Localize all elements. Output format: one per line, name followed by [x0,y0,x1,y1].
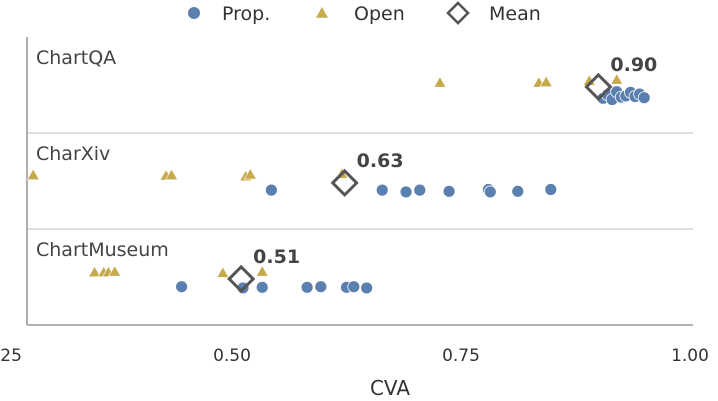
legend: Prop. Open Mean [188,1,541,25]
x-tick-label: 0.25 [0,346,22,366]
axes-layer: 0.25 0.50 0.75 1.00 CVA [0,37,709,400]
mean-label: 0.51 [253,246,300,268]
prop-point [175,280,189,294]
prop-point [544,183,558,196]
prop-point [360,281,374,295]
labels-layer: ChartQA 0.90 CharXiv 0.63 ChartMuseum 0.51 [36,47,657,268]
prop-point [314,280,328,294]
open-point [433,76,447,88]
prop-point [637,91,651,105]
open-point [539,75,553,87]
legend-mean-marker [446,1,470,25]
open-point [26,168,40,180]
legend-label: Mean [489,3,541,25]
mean-marker [584,72,613,102]
row-label: ChartQA [36,47,116,69]
prop-point [255,280,269,294]
prop-point [375,183,389,197]
open-point [165,168,179,180]
legend-label: Prop. [222,3,270,25]
prop-point [483,185,497,199]
open-point [610,73,624,85]
x-tick-label: 1.00 [671,346,709,366]
mean-label: 0.90 [610,54,657,76]
prop-point [347,280,361,294]
prop-point [413,183,427,197]
row-label: CharXiv [36,143,110,165]
prop-point [399,185,413,199]
prop-point [511,184,525,198]
grid-layer [27,132,693,230]
prop-point [264,183,278,197]
open-point [255,265,269,277]
legend-prop-marker [188,7,200,19]
points-layer [26,72,651,295]
open-point [243,167,257,180]
mean-marker [227,264,256,294]
open-point [88,265,102,278]
mean-marker [330,168,359,198]
row-label: ChartMuseum [36,239,169,261]
x-tick-label: 0.75 [442,346,480,366]
x-tick-label: 0.50 [213,346,251,366]
mean-label: 0.63 [357,150,404,172]
prop-point [442,184,456,198]
open-point [108,265,122,277]
legend-label: Open [354,3,405,25]
x-axis-title: CVA [370,376,410,400]
legend-open-marker [316,7,328,18]
open-point [216,266,230,278]
prop-point [300,280,314,294]
